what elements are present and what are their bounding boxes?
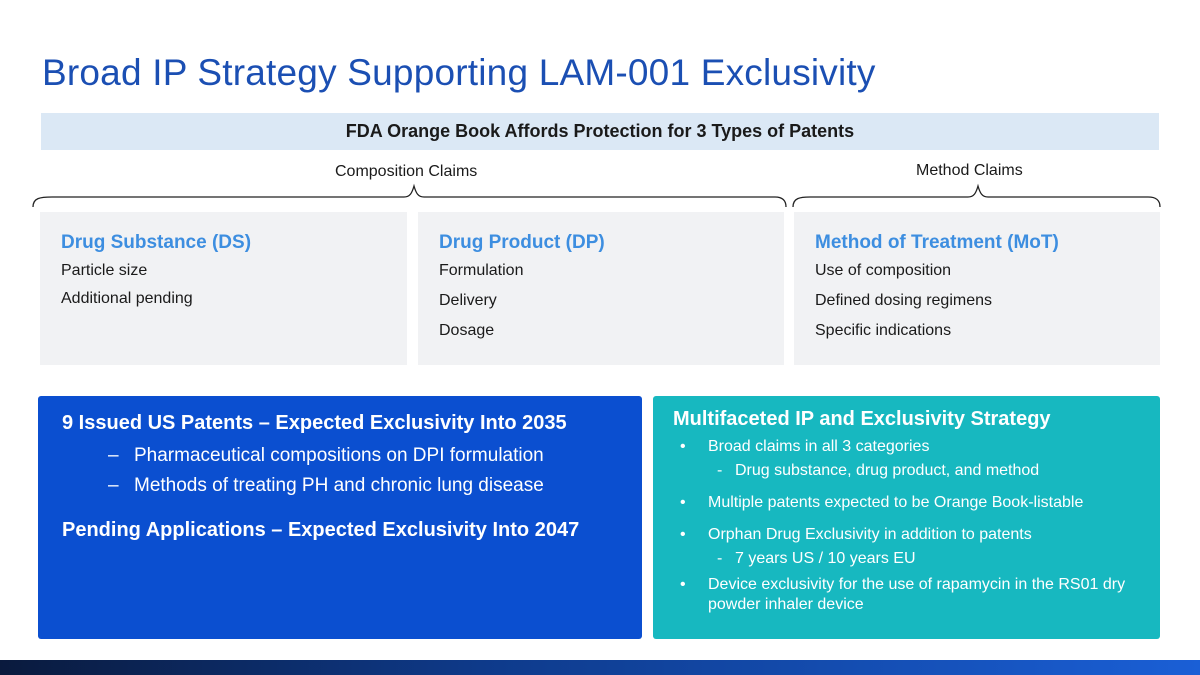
card-item: Specific indications — [815, 322, 952, 339]
card-item: Use of composition — [815, 262, 952, 279]
ip-strategy-panel: Multifaceted IP and Exclusivity Strategy… — [653, 396, 1160, 639]
card-drug-substance: Drug Substance (DS) Particle size Additi… — [40, 212, 407, 365]
card-title: Drug Product (DP) — [439, 232, 605, 253]
sub-bullet-dash: - — [717, 550, 723, 567]
issued-patents-panel: 9 Issued US Patents – Expected Exclusivi… — [38, 396, 642, 639]
card-title: Drug Substance (DS) — [61, 232, 252, 253]
method-claims-label: Method Claims — [916, 162, 1023, 179]
list-item: • Device exclusivity for the use of rapa… — [673, 575, 1140, 615]
list-item-text: Multiple patents expected to be Orange B… — [708, 494, 1084, 511]
footer-gradient-bar — [0, 660, 1200, 675]
dash-bullet: – — [108, 445, 119, 466]
claim-braces — [32, 183, 1161, 208]
issued-patents-heading: 9 Issued US Patents – Expected Exclusivi… — [62, 412, 567, 434]
method-brace — [792, 183, 1161, 208]
card-item: Delivery — [439, 292, 497, 309]
sub-list-item: - 7 years US / 10 years EU — [673, 549, 1140, 569]
slide-title: Broad IP Strategy Supporting LAM-001 Exc… — [42, 52, 876, 93]
list-item-text: Methods of treating PH and chronic lung … — [134, 475, 544, 496]
bullet-dot: • — [680, 438, 686, 455]
list-item: – Methods of treating PH and chronic lun… — [62, 475, 618, 497]
orange-book-banner: FDA Orange Book Affords Protection for 3… — [41, 113, 1159, 150]
card-item: Additional pending — [61, 290, 193, 307]
card-item: Particle size — [61, 262, 148, 279]
card-drug-product: Drug Product (DP) Formulation Delivery D… — [418, 212, 784, 365]
card-item: Formulation — [439, 262, 524, 279]
list-item: • Broad claims in all 3 categories — [673, 437, 1140, 457]
list-item: • Orphan Drug Exclusivity in addition to… — [673, 525, 1140, 545]
sub-list-item: - Drug substance, drug product, and meth… — [673, 461, 1140, 481]
ip-strategy-heading: Multifaceted IP and Exclusivity Strategy — [673, 408, 1051, 430]
composition-claims-label: Composition Claims — [335, 163, 478, 180]
sub-list-item-text: Drug substance, drug product, and method — [735, 462, 1040, 479]
banner-text: FDA Orange Book Affords Protection for 3… — [345, 121, 855, 141]
list-item: • Multiple patents expected to be Orange… — [673, 493, 1140, 513]
bullet-dot: • — [680, 494, 686, 511]
sub-bullet-dash: - — [717, 462, 723, 479]
card-item: Dosage — [439, 322, 495, 339]
bullet-dot: • — [680, 526, 686, 543]
list-item-text: Device exclusivity for the use of rapamy… — [708, 576, 1126, 613]
list-item-text: Broad claims in all 3 categories — [708, 438, 930, 455]
list-item-text: Orphan Drug Exclusivity in addition to p… — [708, 526, 1032, 543]
sub-list-item-text: 7 years US / 10 years EU — [735, 550, 916, 567]
pending-applications-heading: Pending Applications – Expected Exclusiv… — [62, 519, 580, 541]
composition-brace — [32, 183, 787, 208]
card-item: Defined dosing regimens — [815, 292, 992, 309]
list-item: – Pharmaceutical compositions on DPI for… — [62, 445, 618, 467]
dash-bullet: – — [108, 475, 119, 496]
list-item-text: Pharmaceutical compositions on DPI formu… — [134, 445, 544, 466]
card-title: Method of Treatment (MoT) — [815, 232, 1059, 253]
bullet-dot: • — [680, 576, 686, 593]
card-method-of-treatment: Method of Treatment (MoT) Use of composi… — [794, 212, 1160, 365]
